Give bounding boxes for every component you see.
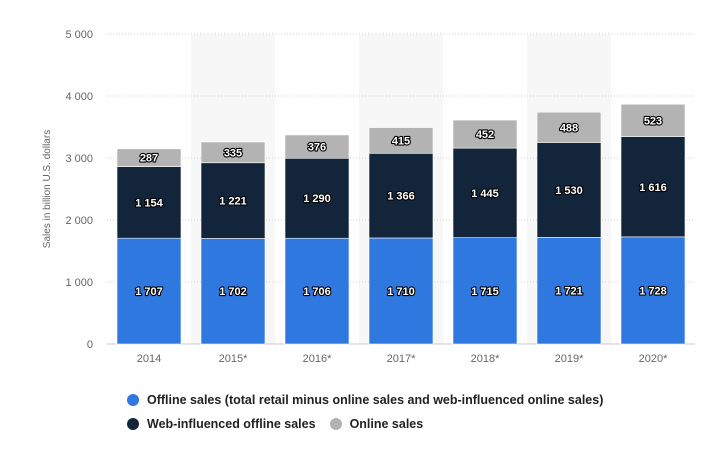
legend-marker-online-sales (329, 418, 342, 430)
data-label-web-influenced-offline-sales: 1 290 (303, 193, 331, 205)
bar-online-sales (284, 134, 350, 159)
data-label-web-influenced-offline-sales: 1 154 (135, 197, 163, 209)
bar-web-influenced-offline-sales (116, 166, 182, 239)
legend-label-online-sales: Online sales (349, 417, 424, 431)
y-tick-label: 0 (87, 339, 93, 351)
bar-online-sales (200, 141, 266, 164)
data-label-web-influenced-offline-sales: 1 530 (555, 185, 583, 197)
data-label-web-influenced-offline-sales: 1 445 (471, 188, 499, 200)
bar-offline-sales (116, 237, 182, 345)
x-tick-label: 2015* (219, 353, 248, 365)
bar-offline-sales (368, 237, 434, 345)
data-label-offline-sales: 1 721 (555, 286, 583, 298)
data-label-web-influenced-offline-sales: 1 366 (387, 191, 415, 203)
legend-marker-web-influenced-offline-sales (127, 418, 139, 430)
bar-offline-sales (452, 237, 518, 345)
legend-item-online-sales[interactable]: Online sales (329, 417, 424, 431)
y-tick-label: 4 000 (65, 91, 93, 103)
data-label-online-sales: 287 (140, 153, 158, 165)
bar-online-sales (452, 119, 518, 149)
x-tick-label: 2019* (555, 353, 584, 365)
x-tick-label: 2020* (639, 353, 668, 365)
x-tick-label: 2016* (303, 353, 332, 365)
data-label-online-sales: 523 (644, 115, 662, 127)
legend-item-web-influenced-offline-sales[interactable]: Web-influenced offline sales (127, 417, 316, 431)
legend: Offline sales (total retail minus online… (127, 388, 617, 436)
bar-offline-sales (284, 237, 350, 345)
data-label-web-influenced-offline-sales: 1 616 (639, 182, 667, 194)
data-label-web-influenced-offline-sales: 1 221 (219, 196, 247, 208)
x-tick-label: 2018* (471, 353, 500, 365)
bar-online-sales (536, 111, 602, 143)
y-tick-label: 5 000 (65, 29, 93, 41)
data-label-online-sales: 335 (224, 147, 242, 159)
x-tick-label: 2017* (387, 353, 416, 365)
x-tick-label: 2014 (137, 353, 161, 365)
legend-label-web-influenced-offline-sales: Web-influenced offline sales (147, 417, 316, 431)
data-label-offline-sales: 1 728 (639, 285, 667, 297)
bar-web-influenced-offline-sales (620, 136, 686, 238)
data-label-offline-sales: 1 706 (303, 286, 331, 298)
legend-item-offline-sales[interactable]: Offline sales (total retail minus online… (127, 393, 603, 407)
bar-web-influenced-offline-sales (368, 152, 434, 239)
data-label-offline-sales: 1 710 (387, 286, 415, 298)
bar-offline-sales (620, 236, 686, 345)
bar-online-sales (116, 148, 182, 167)
bar-web-influenced-offline-sales (452, 147, 518, 238)
data-label-online-sales: 376 (308, 142, 326, 154)
bar-offline-sales (536, 236, 602, 345)
data-label-offline-sales: 1 707 (135, 286, 163, 298)
legend-marker-offline-sales (127, 394, 139, 406)
legend-label-offline-sales: Offline sales (total retail minus online… (147, 393, 604, 407)
data-label-online-sales: 452 (476, 129, 494, 141)
bar-web-influenced-offline-sales (200, 162, 266, 239)
data-label-offline-sales: 1 702 (219, 286, 247, 298)
stacked-bar-chart: 0 1 000 2 000 3 000 4 000 5 000 Sales in billi… (42, 29, 695, 365)
y-tick-label: 3 000 (65, 153, 93, 165)
y-axis-label: Sales in billion U.S. dollars (42, 130, 53, 248)
data-label-online-sales: 488 (560, 122, 578, 134)
bar-web-influenced-offline-sales (536, 142, 602, 238)
y-tick-label: 2 000 (65, 215, 93, 227)
bar-online-sales (620, 103, 686, 137)
y-tick-label: 1 000 (65, 277, 93, 289)
bar-online-sales (368, 127, 434, 154)
data-label-offline-sales: 1 715 (471, 286, 499, 298)
data-label-online-sales: 415 (392, 135, 410, 147)
